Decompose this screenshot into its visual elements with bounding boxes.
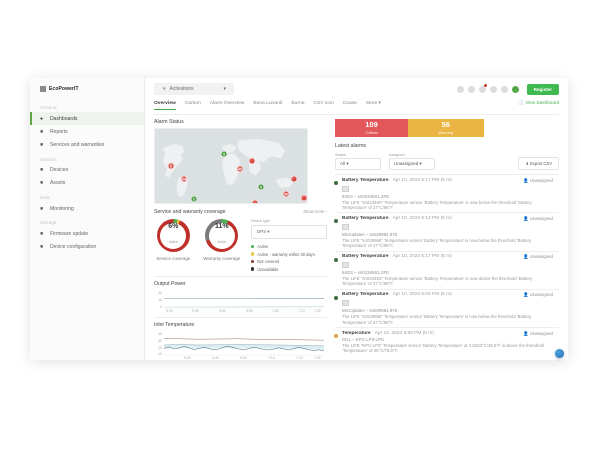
svg-text:7:20: 7:20 — [314, 309, 321, 313]
svg-text:9:50: 9:50 — [240, 356, 247, 360]
svg-text:9:40: 9:40 — [212, 356, 219, 360]
svg-text:9:50: 9:50 — [246, 309, 253, 313]
svg-text:10: 10 — [158, 352, 162, 356]
svg-text:30: 30 — [158, 339, 162, 343]
svg-text:20: 20 — [158, 346, 162, 350]
svg-text:2k: 2k — [158, 291, 162, 295]
svg-text:7:20: 7:20 — [314, 356, 321, 360]
svg-text:9:20: 9:20 — [166, 309, 173, 313]
svg-text:7:10: 7:10 — [268, 356, 275, 360]
svg-text:9:40: 9:40 — [219, 309, 226, 313]
svg-text:1k: 1k — [158, 298, 162, 302]
svg-text:9:30: 9:30 — [192, 309, 199, 313]
svg-text:9:20: 9:20 — [184, 356, 191, 360]
svg-text:7:00: 7:00 — [272, 309, 279, 313]
svg-text:7:10: 7:10 — [298, 309, 305, 313]
svg-text:7:10: 7:10 — [296, 356, 303, 360]
svg-text:40: 40 — [158, 332, 162, 336]
svg-text:0: 0 — [160, 305, 162, 309]
